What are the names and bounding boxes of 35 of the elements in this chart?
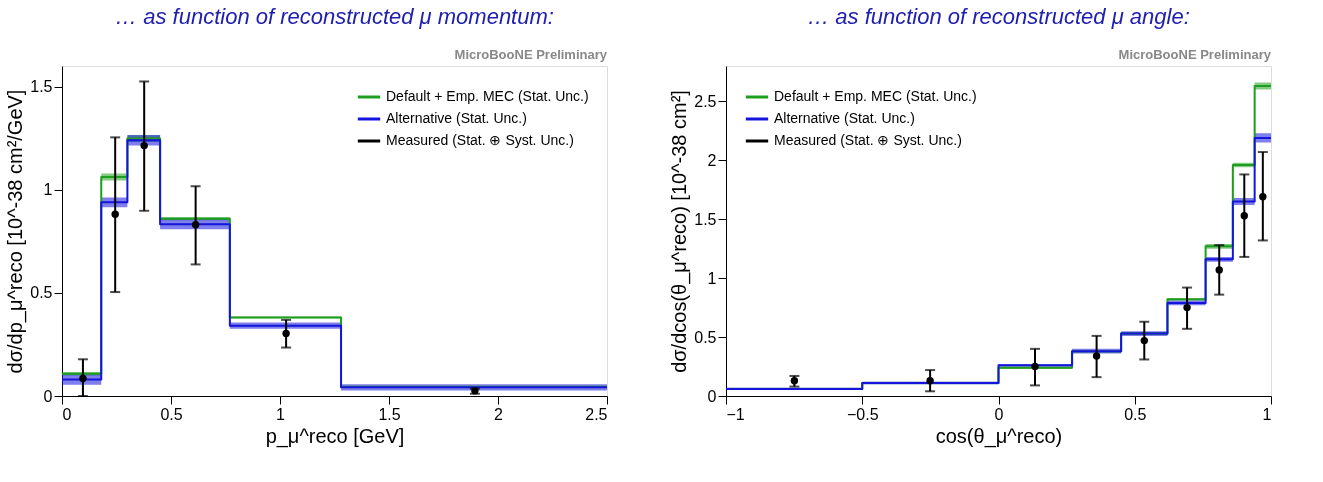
y-tick-label: 0.5 xyxy=(694,328,717,346)
x-tick-label: 0 xyxy=(62,405,72,423)
y-tick-label: 2 xyxy=(707,151,717,169)
chart-subtitle: MicroBooNE Preliminary xyxy=(454,47,608,62)
y-tick-label: 1.5 xyxy=(30,78,53,96)
x-tick-label: −0.5 xyxy=(846,405,879,423)
y-tick-label: 0 xyxy=(707,387,717,405)
x-axis-title: p_μ^reco [GeV] xyxy=(265,424,405,448)
legend-label: Alternative (Stat. Unc.) xyxy=(386,110,527,126)
y-tick-label: 0 xyxy=(43,387,53,405)
x-axis-title: cos(θ_μ^reco) xyxy=(935,424,1063,448)
y-tick-label: 0.5 xyxy=(30,284,53,302)
y-tick-label: 2.5 xyxy=(694,92,717,110)
legend-label: Measured (Stat. ⊕ Syst. Unc.) xyxy=(774,132,962,148)
x-tick-label: 2.5 xyxy=(585,405,608,423)
x-tick-label: −1 xyxy=(726,405,745,423)
y-axis-title: dσ/dp_μ^reco [10^-38 cm²/GeV] xyxy=(4,89,28,374)
x-tick-label: 1 xyxy=(276,405,286,423)
chart-title: … as function of reconstructed μ angle: xyxy=(807,4,1190,29)
legend-label: Alternative (Stat. Unc.) xyxy=(774,110,915,126)
legend-label: Default + Emp. MEC (Stat. Unc.) xyxy=(386,88,589,104)
x-tick-label: 2 xyxy=(494,405,504,423)
x-tick-label: 1 xyxy=(1262,405,1272,423)
y-tick-label: 1 xyxy=(707,269,717,287)
y-tick-label: 1.5 xyxy=(694,210,717,228)
legend-label: Default + Emp. MEC (Stat. Unc.) xyxy=(774,88,977,104)
y-tick-label: 1 xyxy=(43,181,53,199)
x-tick-label: 1.5 xyxy=(378,405,401,423)
x-tick-label: 0 xyxy=(994,405,1004,423)
y-axis-title: dσ/dcos(θ_μ^reco) [10^-38 cm²] xyxy=(668,90,692,373)
chart-subtitle: MicroBooNE Preliminary xyxy=(1118,47,1272,62)
chart-title: … as function of reconstructed μ momentum: xyxy=(115,4,554,29)
x-tick-label: 0.5 xyxy=(160,405,183,423)
x-tick-label: 0.5 xyxy=(1124,405,1147,423)
legend-label: Measured (Stat. ⊕ Syst. Unc.) xyxy=(386,132,574,148)
